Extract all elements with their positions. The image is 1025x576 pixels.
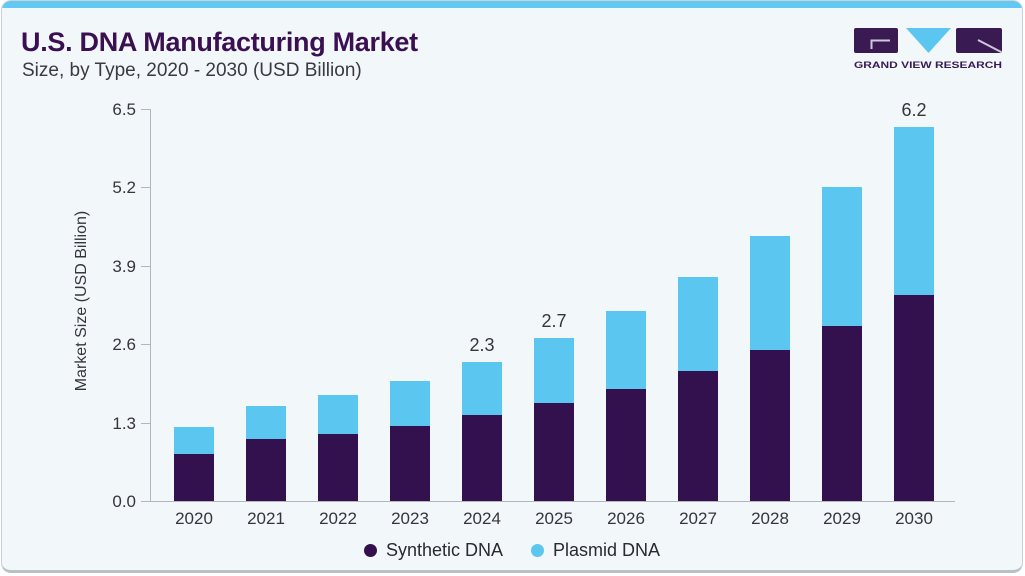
y-axis-tick bbox=[141, 501, 151, 502]
bar-synthetic-dna-2025[interactable] bbox=[534, 403, 574, 501]
y-axis-tick-label: 5.2 bbox=[112, 178, 136, 197]
y-axis-tick bbox=[141, 423, 151, 424]
y-axis-tick-label: 2.6 bbox=[112, 335, 136, 354]
x-axis-label-2029: 2029 bbox=[823, 509, 861, 528]
bar-synthetic-dna-2020[interactable] bbox=[174, 454, 214, 501]
x-axis-label-2025: 2025 bbox=[535, 509, 573, 528]
bar-synthetic-dna-2024[interactable] bbox=[462, 415, 502, 501]
y-axis-title: Market Size (USD Billion) bbox=[73, 210, 90, 392]
legend-label: Plasmid DNA bbox=[553, 540, 661, 560]
bar-plasmid-dna-2020[interactable] bbox=[174, 427, 214, 454]
y-axis-tick bbox=[141, 266, 151, 267]
bar-synthetic-dna-2023[interactable] bbox=[390, 426, 430, 501]
legend-item-plasmid-dna[interactable]: Plasmid DNA bbox=[531, 540, 660, 561]
x-axis-label-2023: 2023 bbox=[391, 509, 429, 528]
chart-title: U.S. DNA Manufacturing Market bbox=[21, 27, 418, 57]
x-axis-line bbox=[150, 501, 955, 502]
y-axis-tick bbox=[141, 344, 151, 345]
x-axis-label-2021: 2021 bbox=[247, 509, 285, 528]
y-axis-tick-label: 0.0 bbox=[112, 492, 136, 511]
grand-view-research-logo: GRAND VIEW RESEARCH bbox=[854, 25, 1003, 76]
y-axis-tick-label: 3.9 bbox=[112, 257, 136, 276]
x-axis-label-2022: 2022 bbox=[319, 509, 357, 528]
bar-plasmid-dna-2025[interactable] bbox=[534, 338, 574, 403]
bar-value-label-2030: 6.2 bbox=[901, 100, 927, 120]
bar-plasmid-dna-2022[interactable] bbox=[318, 395, 358, 434]
bar-value-label-2024: 2.3 bbox=[469, 335, 495, 355]
bar-plasmid-dna-2026[interactable] bbox=[606, 311, 646, 389]
bar-plasmid-dna-2024[interactable] bbox=[462, 362, 502, 415]
bar-synthetic-dna-2027[interactable] bbox=[678, 371, 718, 501]
legend-item-synthetic-dna[interactable]: Synthetic DNA bbox=[363, 540, 503, 561]
bar-value-label-2025: 2.7 bbox=[541, 311, 567, 331]
y-axis-tick-label: 6.5 bbox=[112, 100, 136, 119]
bar-synthetic-dna-2028[interactable] bbox=[750, 350, 790, 501]
bar-synthetic-dna-2021[interactable] bbox=[246, 439, 286, 501]
chart-legend: Synthetic DNA Plasmid DNA bbox=[2, 540, 1022, 561]
bar-plasmid-dna-2030[interactable] bbox=[894, 127, 934, 295]
card-top-accent-bar bbox=[2, 1, 1022, 8]
y-axis-tick bbox=[141, 109, 151, 110]
x-axis-label-2024: 2024 bbox=[463, 509, 501, 528]
y-axis-tick-label: 1.3 bbox=[112, 414, 136, 433]
legend-dot-icon bbox=[363, 544, 377, 557]
x-axis-label-2026: 2026 bbox=[607, 509, 645, 528]
y-axis-tick bbox=[141, 187, 151, 188]
y-axis-line bbox=[150, 109, 151, 501]
bar-synthetic-dna-2026[interactable] bbox=[606, 389, 646, 501]
gvr-logo-icon: GRAND VIEW RESEARCH bbox=[854, 28, 1003, 71]
x-axis-label-2027: 2027 bbox=[679, 509, 717, 528]
bar-plasmid-dna-2027[interactable] bbox=[678, 277, 718, 371]
bar-synthetic-dna-2030[interactable] bbox=[894, 295, 934, 501]
bar-plasmid-dna-2023[interactable] bbox=[390, 381, 430, 426]
legend-label: Synthetic DNA bbox=[385, 540, 503, 560]
bar-synthetic-dna-2029[interactable] bbox=[822, 326, 862, 501]
bar-plasmid-dna-2021[interactable] bbox=[246, 406, 286, 439]
x-axis-label-2028: 2028 bbox=[751, 509, 789, 528]
chart-subtitle: Size, by Type, 2020 - 2030 (USD Billion) bbox=[22, 60, 362, 81]
bar-synthetic-dna-2022[interactable] bbox=[318, 434, 358, 501]
bar-plasmid-dna-2029[interactable] bbox=[822, 187, 862, 326]
bar-plasmid-dna-2028[interactable] bbox=[750, 236, 790, 350]
legend-dot-icon bbox=[531, 544, 544, 557]
logo-wordmark: GRAND VIEW RESEARCH bbox=[854, 60, 1002, 71]
x-axis-label-2020: 2020 bbox=[175, 509, 213, 528]
x-axis-label-2030: 2030 bbox=[895, 509, 933, 528]
